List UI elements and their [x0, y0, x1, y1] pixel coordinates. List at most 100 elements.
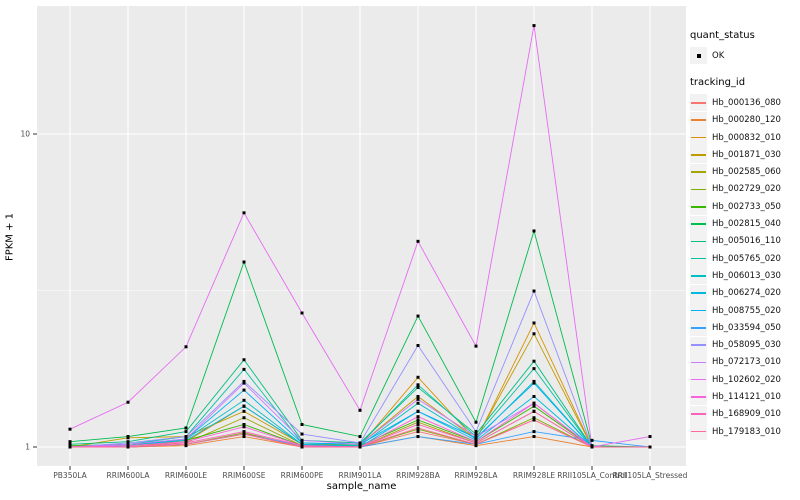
legend-key-box: [690, 371, 707, 389]
legend-line-swatch-icon: [691, 102, 706, 104]
data-point: [532, 367, 536, 371]
x-tick-label: RRII105LA_Stressed: [613, 471, 688, 480]
y-axis-title: FPKM + 1: [4, 212, 16, 262]
legend-item-label: Hb_058095_030: [712, 340, 781, 351]
legend-spacer: [690, 64, 798, 77]
legend-item-label: Hb_000280_120: [712, 115, 781, 126]
legend-item-Hb_114121_010: Hb_114121_010: [690, 388, 798, 406]
data-point: [416, 314, 420, 318]
data-point: [242, 425, 246, 429]
legend-key-box: [690, 232, 707, 250]
data-point: [242, 379, 246, 383]
data-point: [242, 416, 246, 420]
legend-item-Hb_006274_020: Hb_006274_020: [690, 284, 798, 302]
data-point: [416, 430, 420, 434]
legend-item-Hb_033594_050: Hb_033594_050: [690, 319, 798, 337]
x-tick-label: PB350LA: [53, 471, 87, 480]
data-point: [416, 375, 420, 379]
data-point: [532, 416, 536, 420]
legend-line-swatch-icon: [691, 292, 706, 294]
legend-item-Hb_002815_040: Hb_002815_040: [690, 215, 798, 233]
data-point: [416, 343, 420, 347]
legend-key-box: [690, 47, 707, 65]
legend-item-Hb_168909_010: Hb_168909_010: [690, 405, 798, 423]
data-point: [242, 398, 246, 402]
data-point: [532, 435, 536, 439]
legend-item-ok: OK: [690, 47, 798, 65]
data-point: [416, 409, 420, 413]
legend-item-label: OK: [712, 50, 725, 61]
legend-item-Hb_102602_020: Hb_102602_020: [690, 371, 798, 389]
legend-line-swatch-icon: [691, 275, 706, 277]
legend-line-swatch-icon: [691, 136, 706, 139]
data-point: [416, 385, 420, 389]
legend-item-Hb_179183_010: Hb_179183_010: [690, 423, 798, 441]
x-tick-label: RRIM600PE: [281, 471, 324, 480]
x-tick-label: RRIM928BA: [396, 471, 441, 480]
legend-line-swatch-icon: [691, 327, 706, 329]
data-point: [242, 404, 246, 408]
data-point: [242, 367, 246, 371]
point-marker-icon: [696, 53, 701, 58]
legend-key-box: [690, 302, 707, 319]
data-point: [300, 432, 304, 436]
data-point: [416, 383, 420, 387]
y-tick-label: 10: [20, 130, 30, 139]
x-tick-label: RRIM600SE: [223, 471, 266, 480]
data-point: [474, 430, 478, 434]
legend-key-box: [690, 198, 707, 216]
legend-key-box: [690, 319, 707, 337]
legend-line-swatch-icon: [691, 344, 706, 346]
data-point: [416, 415, 420, 419]
data-point: [300, 438, 304, 442]
legend-item-Hb_000280_120: Hb_000280_120: [690, 111, 798, 129]
data-point: [126, 445, 130, 449]
x-tick-label: RRIM600LA: [107, 471, 151, 480]
data-point: [68, 442, 72, 446]
legend-title-quant-status: quant_status: [690, 30, 755, 41]
legend-line-swatch-icon: [691, 309, 706, 312]
data-point: [300, 445, 304, 449]
legend-line-swatch-icon: [691, 361, 706, 364]
data-point: [532, 321, 536, 325]
data-point: [242, 430, 246, 434]
data-point: [68, 440, 72, 444]
legend-item-Hb_006013_030: Hb_006013_030: [690, 267, 798, 285]
legend-item-Hb_001871_030: Hb_001871_030: [690, 146, 798, 164]
legend-key-box: [690, 129, 707, 147]
legend-tracking-items: Hb_000136_080 Hb_000280_120 Hb_000832_010 H…: [690, 94, 798, 441]
data-point: [474, 435, 478, 439]
legend-key-box: [690, 111, 707, 129]
data-point: [532, 379, 536, 383]
x-tick-label: RRIM901LA: [339, 471, 383, 480]
legend-line-swatch-icon: [691, 188, 706, 191]
legend-item-Hb_002729_020: Hb_002729_020: [690, 180, 798, 198]
legend-key-box: [690, 405, 707, 423]
data-point: [416, 401, 420, 405]
legend-line-swatch-icon: [691, 257, 706, 260]
data-point: [416, 239, 420, 243]
data-point: [532, 418, 536, 422]
legend-key-box: [690, 284, 707, 302]
data-point: [416, 397, 420, 401]
legend-item-Hb_058095_030: Hb_058095_030: [690, 336, 798, 354]
legend-item-label: Hb_006013_030: [712, 270, 781, 281]
data-point: [532, 404, 536, 408]
data-point: [242, 381, 246, 385]
legend-key-box: [690, 250, 707, 268]
data-point: [590, 438, 594, 442]
legend-item-Hb_072173_010: Hb_072173_010: [690, 353, 798, 371]
data-point: [532, 430, 536, 434]
data-point: [358, 445, 362, 449]
legend-key-box: [690, 146, 707, 164]
legend-item-label: Hb_002733_050: [712, 201, 781, 212]
data-point: [300, 311, 304, 315]
data-point: [242, 409, 246, 413]
legend-item-Hb_000832_010: Hb_000832_010: [690, 129, 798, 147]
data-point: [68, 427, 72, 431]
data-point: [416, 418, 420, 422]
legend-line-swatch-icon: [691, 240, 706, 243]
legend-item-label: Hb_006274_020: [712, 288, 781, 299]
legend-item-label: Hb_072173_010: [712, 357, 781, 368]
